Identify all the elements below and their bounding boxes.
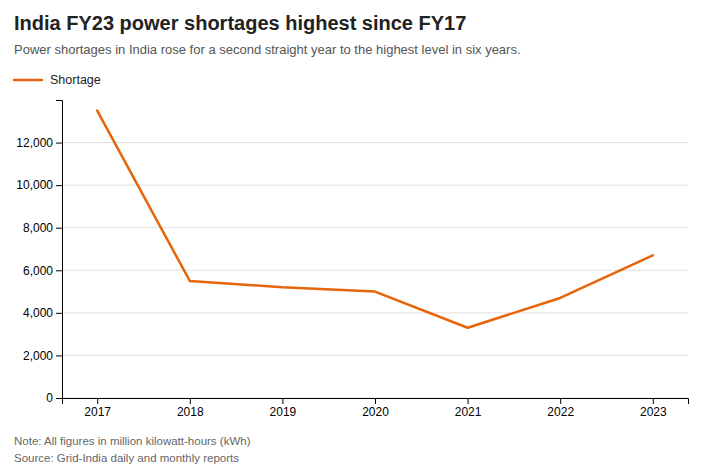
x-tick-mark <box>468 398 469 404</box>
legend-label: Shortage <box>50 73 101 87</box>
line <box>97 111 653 328</box>
note: Note: All figures in million kilowatt-ho… <box>14 435 251 447</box>
x-tick-label: 2017 <box>84 405 111 419</box>
y-tick: 12,000 <box>16 136 62 150</box>
x-tick-label: 2018 <box>177 405 204 419</box>
x-tick-label: 2019 <box>270 405 297 419</box>
grid-line <box>62 142 688 143</box>
y-tick-mark <box>56 143 62 144</box>
x-tick: 2020 <box>362 398 389 419</box>
marks <box>97 111 653 328</box>
y-tick-label: 12,000 <box>16 136 53 150</box>
title: India FY23 power shortages highest since… <box>14 12 466 34</box>
y-tick-mark <box>56 313 62 314</box>
x-tick-mark <box>190 398 191 404</box>
y-tick-label: 8,000 <box>23 221 53 235</box>
y-tick: 8,000 <box>23 221 62 235</box>
grid-line <box>62 185 688 186</box>
y-axis-line <box>56 101 63 399</box>
grid <box>62 143 688 398</box>
y-tick-label: 2,000 <box>23 349 53 363</box>
plot-area: 2017 2018 2019 2020 2021 2022 2023 0 2,000 4,000 6… <box>16 101 688 419</box>
grid-line <box>62 355 688 356</box>
x-tick-mark <box>653 398 654 404</box>
x-axis-line <box>63 399 689 405</box>
x-tick-mark <box>97 398 98 404</box>
y-tick: 6,000 <box>23 264 62 278</box>
x-tick: 2021 <box>455 398 482 419</box>
grid-line <box>62 312 688 313</box>
legend: Shortage <box>14 73 101 87</box>
grid-line <box>62 227 688 228</box>
x-tick: 2023 <box>640 398 667 419</box>
subtitle: Power shortages in India rose for a seco… <box>14 42 521 57</box>
y-tick-label: 4,000 <box>23 306 53 320</box>
x-tick-label: 2021 <box>455 405 482 419</box>
y-tick-mark <box>56 398 62 399</box>
x-tick: 2022 <box>547 398 574 419</box>
x-axis: 2017 2018 2019 2020 2021 2022 2023 <box>63 398 689 419</box>
y-tick-mark <box>56 355 62 356</box>
x-tick-label: 2020 <box>362 405 389 419</box>
y-tick-mark <box>56 270 62 271</box>
x-tick: 2018 <box>177 398 204 419</box>
x-tick-mark <box>282 398 283 404</box>
y-tick: 4,000 <box>23 306 62 320</box>
y-tick-mark <box>56 185 62 186</box>
chart: India FY23 power shortages highest since… <box>0 0 710 473</box>
x-tick-mark <box>375 398 376 404</box>
note: Source: Grid-India daily and monthly rep… <box>14 452 239 464</box>
x-tick-label: 2023 <box>640 405 667 419</box>
legend-swatch <box>14 79 42 82</box>
x-tick: 2019 <box>270 398 297 419</box>
y-axis: 0 2,000 4,000 6,000 8,000 10,000 12,000 <box>16 101 62 406</box>
grid-line <box>62 270 688 271</box>
y-tick-label: 10,000 <box>16 178 53 192</box>
y-tick: 10,000 <box>16 178 62 192</box>
y-tick: 2,000 <box>23 349 62 363</box>
y-tick: 0 <box>46 391 62 405</box>
y-tick-label: 6,000 <box>23 264 53 278</box>
x-tick-label: 2022 <box>547 405 574 419</box>
x-tick: 2017 <box>84 398 111 419</box>
y-tick-label: 0 <box>46 391 53 405</box>
x-tick-mark <box>560 398 561 404</box>
y-tick-mark <box>56 228 62 229</box>
